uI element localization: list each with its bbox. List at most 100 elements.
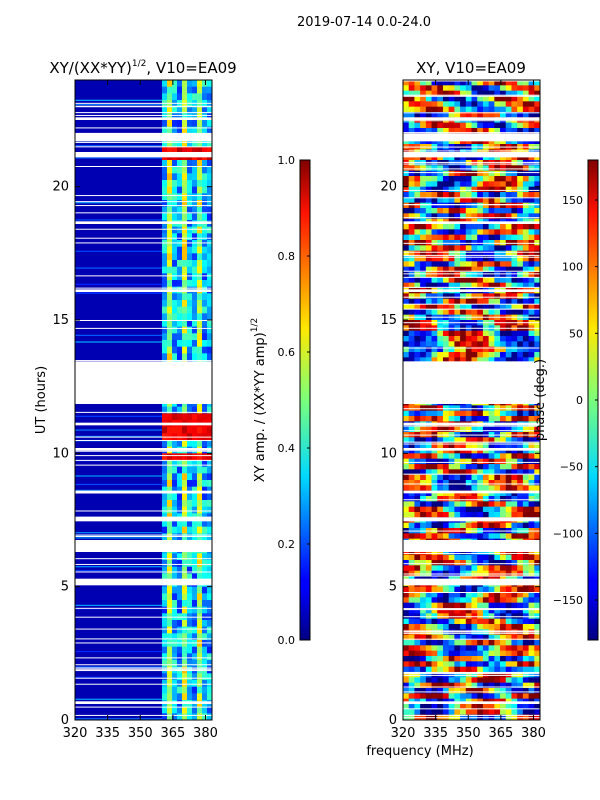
phase-heatmap-cell: [460, 85, 467, 92]
phase-heatmap-cell: [465, 496, 472, 502]
phase-heatmap-cell: [442, 490, 450, 497]
phase-heatmap-cell: [505, 677, 512, 684]
phase-heatmap-cell: [408, 586, 415, 593]
amplitude-heatmap-cell: [196, 93, 203, 101]
amplitude-heatmap-cell: [176, 213, 183, 221]
phase-heatmap-cell: [403, 501, 410, 508]
amplitude-heatmap-cell: [206, 480, 212, 488]
phase-heatmap-cell: [408, 309, 415, 316]
phase-heatmap-cell: [420, 176, 427, 182]
phase-heatmap-cell: [431, 357, 438, 364]
phase-heatmap-cell: [437, 410, 444, 417]
phase-heatmap-cell: [528, 602, 535, 609]
phase-heatmap-cell: [414, 442, 421, 449]
amplitude-heatmap-cell: [181, 80, 188, 88]
phase-heatmap-cell: [534, 496, 540, 502]
phase-heatmap-cell: [431, 261, 438, 268]
amplitude-heatmap-cell: [181, 680, 188, 688]
phase-heatmap-cell: [403, 480, 410, 486]
phase-heatmap-cell: [448, 512, 455, 518]
phase-heatmap-cell: [425, 618, 433, 625]
phase-heatmap-cell: [465, 645, 472, 652]
amplitude-heatmap-cell: [206, 626, 212, 634]
amplitude-heatmap-cell: [171, 126, 178, 134]
phase-heatmap-cell: [442, 645, 450, 652]
phase-heatmap-cell: [471, 624, 478, 630]
phase-heatmap-cell: [425, 293, 433, 300]
phase-heatmap-cell: [517, 426, 524, 433]
phase-heatmap-cell: [408, 501, 415, 508]
phase-heatmap-cell: [488, 480, 495, 486]
phase-heatmap-cell: [500, 656, 507, 662]
phase-flagged-row: [403, 168, 540, 170]
amplitude-heatmap-cell: [206, 206, 212, 214]
phase-heatmap-cell: [437, 208, 444, 214]
phase-heatmap-cell: [425, 533, 433, 540]
phase-heatmap-cell: [460, 304, 467, 310]
phase-heatmap-cell: [528, 160, 535, 166]
phase-flagged-row: [403, 630, 540, 632]
amplitude-heatmap-cell: [196, 106, 203, 114]
amplitude-colorbar-label: XY amp. / (XX*YY amp)1/2: [250, 318, 268, 482]
phase-heatmap-cell: [420, 298, 427, 305]
amplitude-heatmap-cell: [206, 313, 212, 321]
phase-heatmap-cell: [408, 208, 415, 214]
amplitude-heatmap-cell: [191, 173, 198, 181]
phase-heatmap-cell: [471, 709, 478, 716]
phase-heatmap-cell: [500, 309, 507, 316]
amplitude-heatmap-cell: [186, 333, 193, 341]
amplitude-heatmap-cell: [161, 633, 168, 641]
amplitude-heatmap-row-streak: [75, 267, 162, 269]
phase-heatmap-cell: [517, 165, 524, 172]
phase-heatmap-cell: [500, 85, 507, 92]
phase-flagged-row: [403, 575, 540, 577]
phase-heatmap-cell: [403, 506, 410, 513]
amplitude-heatmap-cell: [166, 140, 173, 148]
amplitude-heatmap-cell: [166, 180, 173, 188]
amplitude-heatmap-cell: [161, 193, 168, 201]
phase-heatmap-cell: [511, 80, 518, 86]
phase-heatmap-cell: [414, 437, 421, 444]
phase-heatmap-cell: [511, 330, 518, 337]
phase-heatmap-cell: [505, 197, 512, 204]
phase-x-tick-label: 365: [488, 726, 513, 741]
amplitude-heatmap-cell: [171, 560, 178, 568]
phase-heatmap-cell: [460, 640, 467, 646]
phase-heatmap-cell: [505, 293, 512, 300]
phase-heatmap-cell: [460, 480, 467, 486]
phase-heatmap-cell: [408, 154, 415, 161]
phase-heatmap-cell: [494, 250, 501, 257]
phase-heatmap-cell: [522, 181, 530, 188]
phase-heatmap-cell: [465, 704, 472, 710]
phase-heatmap-cell: [448, 661, 455, 668]
phase-heatmap-cell: [505, 586, 512, 593]
phase-heatmap-cell: [534, 346, 540, 353]
phase-heatmap-cell: [482, 624, 490, 630]
phase-heatmap-cell: [448, 602, 455, 609]
phase-heatmap-cell: [425, 128, 433, 134]
phase-flagged-row: [403, 708, 540, 710]
amplitude-heatmap-cell: [176, 600, 183, 608]
phase-heatmap-cell: [488, 501, 495, 508]
amplitude-heatmap-cell: [201, 713, 208, 720]
phase-heatmap-cell: [500, 501, 507, 508]
phase-heatmap-cell: [454, 341, 461, 348]
phase-heatmap-cell: [465, 170, 472, 177]
phase-heatmap-cell: [403, 298, 410, 305]
phase-heatmap-cell: [534, 661, 540, 668]
phase-heatmap-cell: [511, 336, 518, 342]
amplitude-heatmap-cell: [176, 413, 183, 421]
phase-heatmap-cell: [465, 506, 472, 513]
phase-heatmap-cell: [482, 634, 490, 641]
phase-heatmap-cell: [448, 213, 455, 220]
phase-heatmap-cell: [460, 96, 467, 102]
amplitude-heatmap-cell: [201, 106, 208, 114]
phase-heatmap-cell: [482, 90, 490, 97]
phase-heatmap-cell: [403, 453, 410, 460]
amplitude-heatmap-cell: [201, 620, 208, 628]
phase-heatmap-cell: [517, 453, 524, 460]
phase-heatmap-cell: [534, 453, 540, 460]
phase-heatmap-cell: [534, 128, 540, 134]
phase-heatmap-cell: [500, 506, 507, 513]
phase-heatmap-cell: [414, 106, 421, 113]
